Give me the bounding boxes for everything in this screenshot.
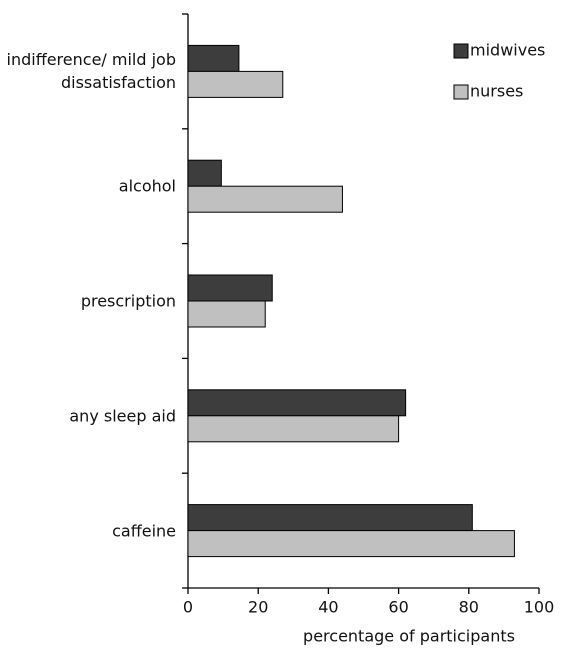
x-tick-label: 40 <box>318 598 338 617</box>
category-label: any sleep aid <box>69 406 176 426</box>
x-tick-label: 60 <box>388 598 408 617</box>
x-tick-label: 20 <box>248 598 268 617</box>
category-label: indifference/ mild job dissatisfaction <box>6 50 177 93</box>
x-axis-label: percentage of participants <box>303 627 515 646</box>
legend-label: midwives <box>470 41 545 60</box>
category-label: prescription <box>80 291 176 311</box>
bar <box>187 504 473 532</box>
bar <box>187 185 343 213</box>
legend-swatch <box>453 43 469 59</box>
legend-swatch <box>453 84 469 100</box>
legend-label: nurses <box>470 82 523 101</box>
category-label: caffeine <box>112 521 176 541</box>
category-label: alcohol <box>118 176 176 196</box>
bar <box>187 300 266 328</box>
bar <box>187 44 240 72</box>
bar <box>187 389 407 417</box>
x-tick-label: 80 <box>459 598 479 617</box>
x-tick-label: 100 <box>524 598 555 617</box>
bar <box>187 415 400 443</box>
bar <box>187 70 284 98</box>
bar <box>187 530 515 558</box>
bar <box>187 159 222 187</box>
x-tick-label: 0 <box>183 598 193 617</box>
bar <box>187 274 273 302</box>
